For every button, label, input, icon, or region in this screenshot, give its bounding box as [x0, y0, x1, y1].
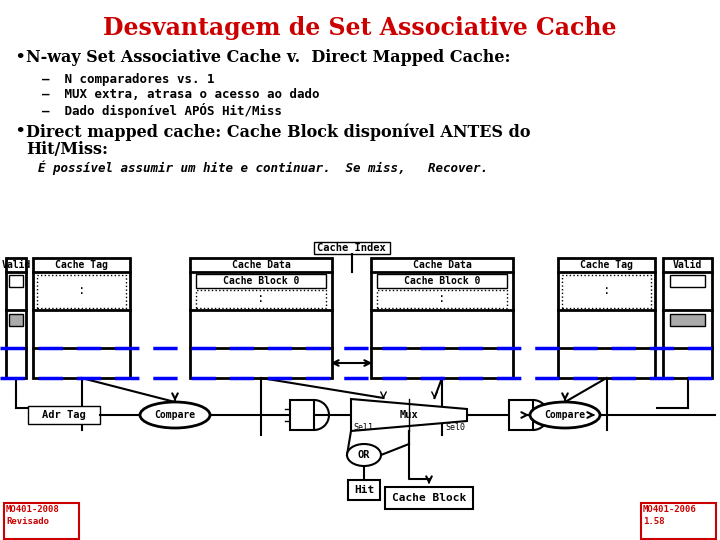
Bar	[562, 275, 651, 308]
Bar	[348, 480, 380, 500]
Text: Valid: Valid	[672, 260, 702, 270]
Bar	[9, 275, 23, 287]
Bar	[641, 503, 716, 539]
Text: Direct mapped cache: Cache Block disponível ANTES do: Direct mapped cache: Cache Block disponí…	[26, 123, 531, 141]
Bar	[190, 258, 332, 378]
Text: OR: OR	[358, 450, 370, 460]
Bar	[28, 406, 100, 424]
Text: Sel0: Sel0	[445, 422, 465, 431]
Bar	[6, 258, 26, 378]
Text: Valid: Valid	[1, 260, 31, 270]
Bar	[385, 487, 473, 509]
Ellipse shape	[347, 444, 381, 466]
Text: Cache Block 0: Cache Block 0	[222, 276, 300, 286]
Text: Cache Block: Cache Block	[392, 493, 466, 503]
Bar	[37, 275, 126, 308]
Text: Mux: Mux	[400, 410, 418, 420]
Text: Adr Tag: Adr Tag	[42, 410, 86, 420]
Text: Cache Tag: Cache Tag	[580, 260, 633, 270]
Text: N-way Set Associative Cache v.  Direct Mapped Cache:: N-way Set Associative Cache v. Direct Ma…	[26, 50, 510, 66]
Text: –  N comparadores vs. 1: – N comparadores vs. 1	[42, 72, 215, 85]
Text: MO401-2006
1.58: MO401-2006 1.58	[643, 505, 697, 526]
Text: Cache Index: Cache Index	[317, 243, 386, 253]
Bar	[663, 258, 712, 378]
Bar	[670, 314, 705, 326]
Text: :: :	[438, 293, 446, 306]
Text: Cache Tag: Cache Tag	[55, 260, 108, 270]
Text: –  Dado disponível APÓS Hit/Miss: – Dado disponível APÓS Hit/Miss	[42, 104, 282, 118]
Bar	[509, 400, 533, 430]
Text: :: :	[78, 285, 85, 298]
Text: :: :	[603, 285, 611, 298]
Text: Sel1: Sel1	[353, 422, 373, 431]
Bar	[377, 274, 507, 288]
Bar	[290, 400, 314, 430]
Text: :: :	[257, 293, 265, 306]
Bar	[377, 290, 507, 308]
Text: MO401-2008
Revisado: MO401-2008 Revisado	[6, 505, 60, 526]
Text: Compare: Compare	[154, 410, 196, 420]
Text: •: •	[14, 123, 25, 141]
Bar	[313, 242, 390, 254]
Text: Cache Data: Cache Data	[413, 260, 472, 270]
Bar	[33, 258, 130, 378]
Bar	[371, 258, 513, 378]
Bar	[670, 275, 705, 287]
Polygon shape	[351, 399, 467, 431]
Text: Hit: Hit	[354, 485, 374, 495]
Bar	[196, 274, 326, 288]
Text: •: •	[14, 49, 25, 67]
Text: Desvantagem de Set Associative Cache: Desvantagem de Set Associative Cache	[103, 16, 617, 40]
Text: Compare: Compare	[544, 410, 585, 420]
Ellipse shape	[140, 402, 210, 428]
Bar	[4, 503, 79, 539]
Bar	[9, 314, 23, 326]
Text: É possível assumir um hite e continuar.  Se miss,   Recover.: É possível assumir um hite e continuar. …	[38, 161, 488, 176]
Text: –  MUX extra, atrasa o acesso ao dado: – MUX extra, atrasa o acesso ao dado	[42, 89, 320, 102]
Bar	[196, 290, 326, 308]
Bar	[558, 258, 655, 378]
Text: Cache Data: Cache Data	[232, 260, 290, 270]
Text: Hit/Miss:: Hit/Miss:	[26, 141, 108, 159]
Ellipse shape	[530, 402, 600, 428]
Text: Cache Block 0: Cache Block 0	[404, 276, 480, 286]
